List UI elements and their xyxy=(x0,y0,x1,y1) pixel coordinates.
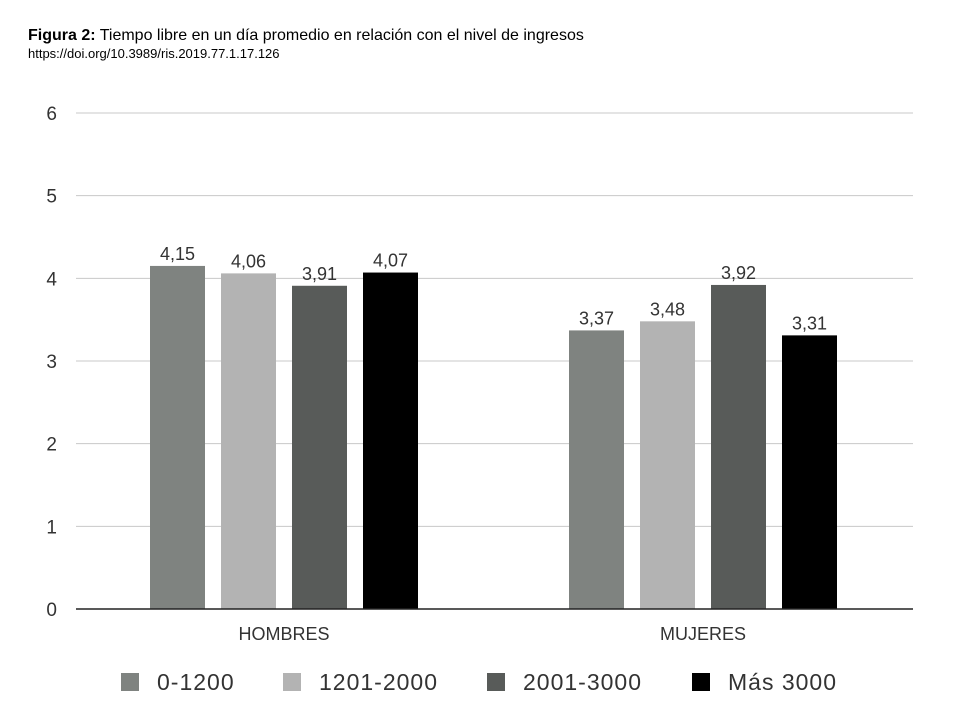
bar-0-1200-mujeres xyxy=(569,330,624,609)
y-tick-label: 4 xyxy=(46,269,57,290)
bar-m-s-3000-mujeres xyxy=(782,335,837,609)
data-label: 4,15 xyxy=(160,244,195,264)
y-tick-label: 0 xyxy=(46,600,57,621)
data-label: 3,92 xyxy=(721,263,756,283)
bar-m-s-3000-hombres xyxy=(363,272,418,609)
bar-2001-3000-mujeres xyxy=(711,284,766,609)
data-label: 3,37 xyxy=(579,308,614,328)
y-tick-label: 6 xyxy=(46,104,57,125)
legend-label: 2001-3000 xyxy=(523,669,642,695)
legend-swatch xyxy=(692,673,710,691)
data-label: 3,48 xyxy=(650,299,685,319)
x-category-label: MUJERES xyxy=(660,624,746,644)
figure-label: Figura 2: xyxy=(28,27,96,44)
legend-swatch xyxy=(283,673,301,691)
bar-2001-3000-hombres xyxy=(292,285,347,609)
bar-1201-2000-mujeres xyxy=(640,321,695,609)
legend-swatch xyxy=(121,673,139,691)
y-tick-label: 2 xyxy=(46,435,57,456)
bar-1201-2000-hombres xyxy=(221,273,276,609)
y-tick-label: 1 xyxy=(46,517,57,538)
data-label: 3,31 xyxy=(792,313,827,333)
figure-caption: Figura 2: Tiempo libre en un día promedi… xyxy=(28,26,584,45)
legend-label: Más 3000 xyxy=(728,669,837,695)
legend-label: 1201-2000 xyxy=(319,669,438,695)
figure-title: Tiempo libre en un día promedio en relac… xyxy=(99,27,584,44)
x-category-label: HOMBRES xyxy=(238,624,329,644)
legend-label: 0-1200 xyxy=(157,669,235,695)
data-label: 3,91 xyxy=(302,264,337,284)
bar-0-1200-hombres xyxy=(150,265,205,609)
figure-doi: https://doi.org/10.3989/ris.2019.77.1.17… xyxy=(28,46,280,61)
y-tick-label: 5 xyxy=(46,187,57,208)
y-tick-label: 3 xyxy=(46,352,57,373)
legend-swatch xyxy=(487,673,505,691)
data-label: 4,06 xyxy=(231,251,266,271)
data-label: 4,07 xyxy=(373,251,408,271)
